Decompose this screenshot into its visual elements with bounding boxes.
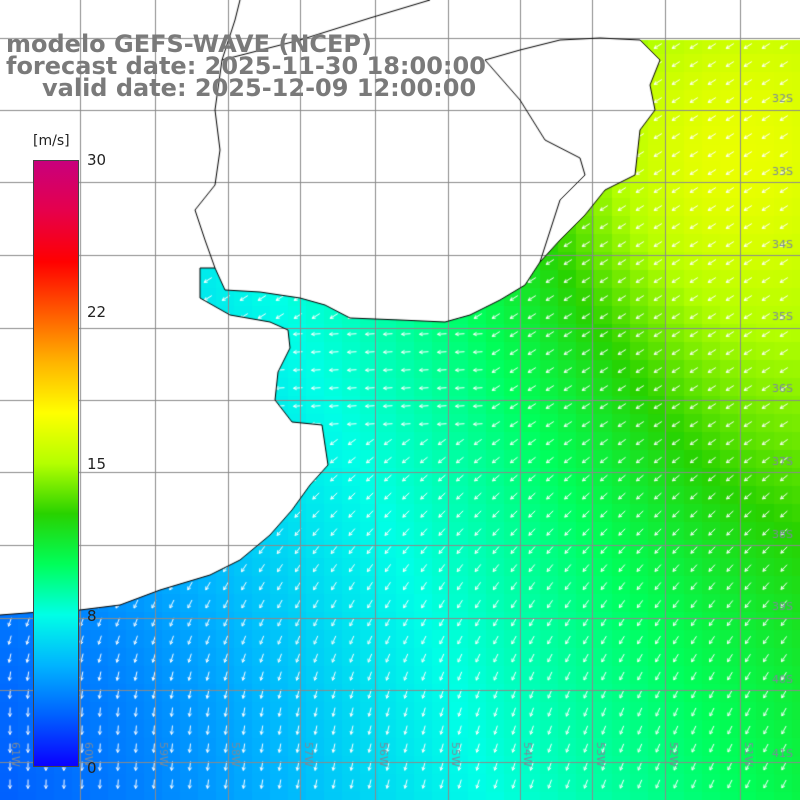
- valid-date: valid date: 2025-12-09 12:00:00: [42, 74, 477, 102]
- colorbar-tick-15: 15: [87, 455, 107, 473]
- colorbar-tick-0: 0: [87, 759, 97, 777]
- colorbar-unit: [m/s]: [33, 133, 70, 149]
- model-title: modelo GEFS-WAVE (NCEP): [6, 30, 372, 58]
- colorbar: [33, 160, 79, 767]
- colorbar-tick-30: 30: [87, 151, 107, 169]
- forecast-date: forecast date: 2025-11-30 18:00:00: [6, 52, 486, 80]
- colorbar-tick-22: 22: [87, 303, 107, 321]
- colorbar-tick-8: 8: [87, 607, 97, 625]
